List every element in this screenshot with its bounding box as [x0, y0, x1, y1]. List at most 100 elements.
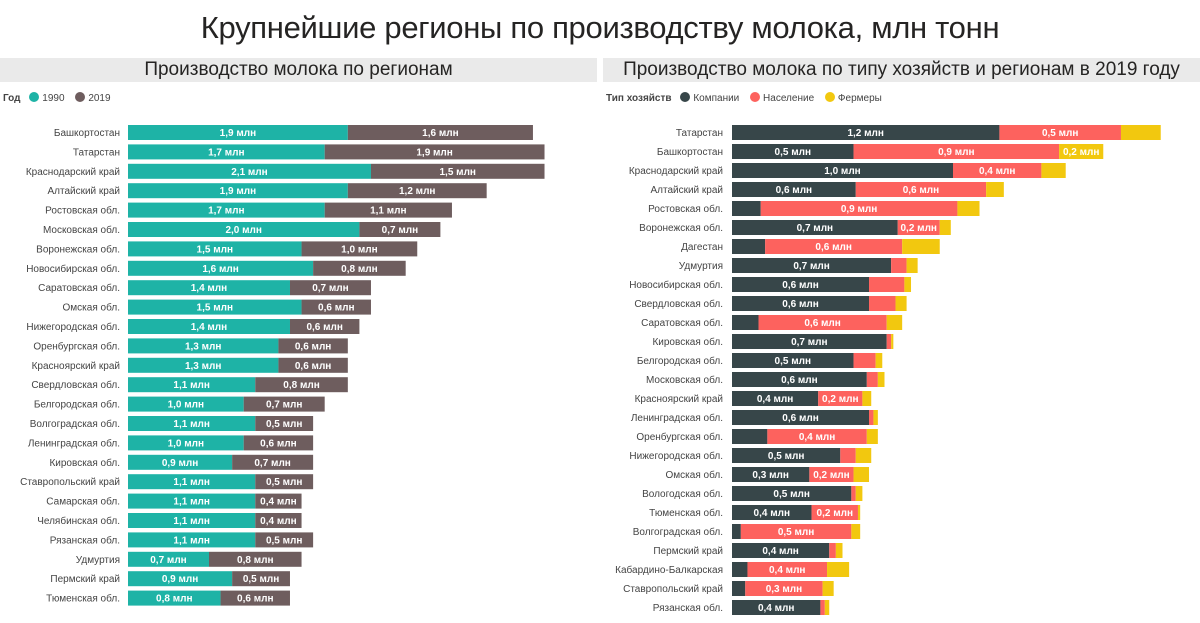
bar-фермеры-краснодарский-край[interactable]	[1041, 163, 1066, 178]
bar-1990-ленинградская-обл[interactable]	[128, 435, 244, 451]
bar-население-кировская-обл[interactable]	[886, 334, 892, 349]
bar-компании-саратовская-обл[interactable]	[732, 315, 759, 330]
bar-население-вологодская-обл[interactable]	[851, 486, 856, 501]
bar-фермеры-воронежская-обл[interactable]	[939, 220, 951, 235]
bar-компании-татарстан[interactable]	[732, 125, 1000, 140]
bar-население-удмуртия[interactable]	[891, 258, 907, 273]
bar-население-ленинградская-обл[interactable]	[869, 410, 874, 425]
bar-фермеры-тюменская-обл[interactable]	[857, 505, 861, 520]
bar-компании-кабардино-балкарская[interactable]	[732, 562, 748, 577]
bar-1990-волгоградская-обл[interactable]	[128, 416, 256, 431]
bar-1990-омская-обл[interactable]	[128, 299, 302, 315]
bar-1990-воронежская-обл[interactable]	[128, 241, 302, 257]
bar-население-татарстан[interactable]	[999, 125, 1121, 140]
bar-население-тюменская-обл[interactable]	[811, 505, 858, 520]
bar-1990-тюменская-обл[interactable]	[128, 590, 221, 606]
bar-компании-омская-обл[interactable]	[732, 467, 810, 482]
bar-2019-нижегородская-обл[interactable]	[289, 319, 360, 334]
bar-2019-красноярский-край[interactable]	[278, 357, 348, 373]
bar-население-воронежская-обл[interactable]	[897, 220, 940, 235]
bar-2019-московская-обл[interactable]	[359, 222, 441, 237]
bar-население-нижегородская-обл[interactable]	[840, 448, 856, 463]
bar-население-ростовская-обл[interactable]	[760, 201, 958, 216]
bar-1990-саратовская-обл[interactable]	[128, 280, 290, 296]
bar-фермеры-белгородская-обл[interactable]	[875, 353, 883, 368]
bar-население-саратовская-обл[interactable]	[758, 315, 887, 330]
bar-1990-пермский-край[interactable]	[128, 571, 233, 587]
bar-фермеры-удмуртия[interactable]	[906, 258, 918, 273]
bar-1990-нижегородская-обл[interactable]	[128, 319, 290, 334]
bar-фермеры-кировская-обл[interactable]	[891, 334, 894, 349]
left-legend[interactable]: Год 1990 2019	[3, 92, 119, 104]
bar-фермеры-вологодская-обл[interactable]	[855, 486, 863, 501]
bar-2019-татарстан[interactable]	[324, 144, 545, 160]
bar-1990-башкортостан[interactable]	[128, 125, 348, 140]
bar-население-новосибирская-обл[interactable]	[869, 277, 905, 292]
bar-2019-алтайский-край[interactable]	[347, 183, 487, 199]
bar-компании-ленинградская-обл[interactable]	[732, 410, 870, 425]
bar-фермеры-рязанская-обл[interactable]	[824, 600, 830, 615]
bar-2019-омская-обл[interactable]	[301, 299, 371, 315]
bar-фермеры-татарстан[interactable]	[1120, 125, 1161, 140]
bar-население-красноярский-край[interactable]	[818, 391, 863, 406]
bar-фермеры-алтайский-край[interactable]	[986, 182, 1004, 197]
bar-2019-оренбургская-обл[interactable]	[278, 338, 348, 354]
bar-компании-пермский-край[interactable]	[732, 543, 830, 558]
bar-2019-удмуртия[interactable]	[208, 551, 302, 567]
bar-компании-волгоградская-обл[interactable]	[732, 524, 741, 539]
bar-1990-рязанская-обл[interactable]	[128, 532, 256, 548]
legend-item-1990[interactable]: 1990	[29, 92, 65, 104]
bar-1990-удмуртия[interactable]	[128, 551, 209, 567]
legend-item-companies[interactable]: Компании	[680, 92, 739, 104]
bar-компании-воронежская-обл[interactable]	[732, 220, 898, 235]
bar-фермеры-свердловская-обл[interactable]	[895, 296, 907, 311]
bar-2019-самарская-обл[interactable]	[255, 493, 302, 509]
bar-2019-свердловская-обл[interactable]	[255, 377, 348, 393]
bar-1990-алтайский-край[interactable]	[128, 183, 348, 199]
bar-2019-рязанская-обл[interactable]	[255, 532, 314, 548]
bar-1990-ростовская-обл[interactable]	[128, 202, 325, 218]
bar-компании-дагестан[interactable]	[732, 239, 766, 254]
bar-2019-новосибирская-обл[interactable]	[313, 260, 406, 276]
bar-2019-челябинская-обл[interactable]	[255, 513, 302, 528]
bar-население-кабардино-балкарская[interactable]	[747, 562, 828, 577]
bar-1990-красноярский-край[interactable]	[128, 357, 279, 373]
bar-население-омская-обл[interactable]	[809, 467, 854, 482]
legend-item-2019[interactable]: 2019	[75, 92, 111, 104]
bar-компании-рязанская-обл[interactable]	[732, 600, 821, 615]
bar-2019-ленинградская-обл[interactable]	[243, 435, 314, 451]
bar-2019-саратовская-обл[interactable]	[289, 280, 371, 296]
bar-1990-свердловская-обл[interactable]	[128, 377, 256, 393]
bar-2019-кировская-обл[interactable]	[232, 454, 314, 470]
bar-компании-тюменская-обл[interactable]	[732, 505, 812, 520]
bar-фермеры-омская-обл[interactable]	[853, 467, 870, 482]
bar-1990-краснодарский-край[interactable]	[128, 163, 371, 179]
bar-2019-башкортостан[interactable]	[347, 125, 533, 140]
bar-1990-оренбургская-обл[interactable]	[128, 338, 279, 354]
bar-население-московская-обл[interactable]	[866, 372, 878, 387]
bar-население-ставропольский-край[interactable]	[745, 581, 823, 596]
bar-население-алтайский-край[interactable]	[855, 182, 987, 197]
bar-2019-белгородская-обл[interactable]	[243, 396, 325, 412]
bar-2019-тюменская-обл[interactable]	[220, 590, 290, 606]
bar-население-свердловская-обл[interactable]	[869, 296, 896, 311]
bar-1990-кировская-обл[interactable]	[128, 454, 233, 470]
bar-2019-волгоградская-обл[interactable]	[255, 416, 314, 431]
bar-фермеры-ленинградская-обл[interactable]	[873, 410, 878, 425]
bar-фермеры-пермский-край[interactable]	[835, 543, 843, 558]
bar-2019-пермский-край[interactable]	[232, 571, 290, 587]
bar-компании-башкортостан[interactable]	[732, 144, 854, 159]
bar-компании-кировская-обл[interactable]	[732, 334, 887, 349]
bar-население-пермский-край[interactable]	[829, 543, 836, 558]
bar-2019-краснодарский-край[interactable]	[370, 163, 545, 179]
bar-фермеры-кабардино-балкарская[interactable]	[827, 562, 850, 577]
bar-1990-новосибирская-обл[interactable]	[128, 260, 314, 276]
bar-фермеры-ростовская-обл[interactable]	[957, 201, 980, 216]
bar-фермеры-ставропольский-край[interactable]	[822, 581, 834, 596]
bar-2019-воронежская-обл[interactable]	[301, 241, 418, 257]
right-legend[interactable]: Тип хозяйств Компании Население Фермеры	[606, 92, 890, 104]
bar-2019-ставропольский-край[interactable]	[255, 474, 314, 490]
bar-фермеры-башкортостан[interactable]	[1059, 144, 1104, 159]
bar-население-краснодарский-край[interactable]	[953, 163, 1042, 178]
bar-компании-новосибирская-обл[interactable]	[732, 277, 870, 292]
